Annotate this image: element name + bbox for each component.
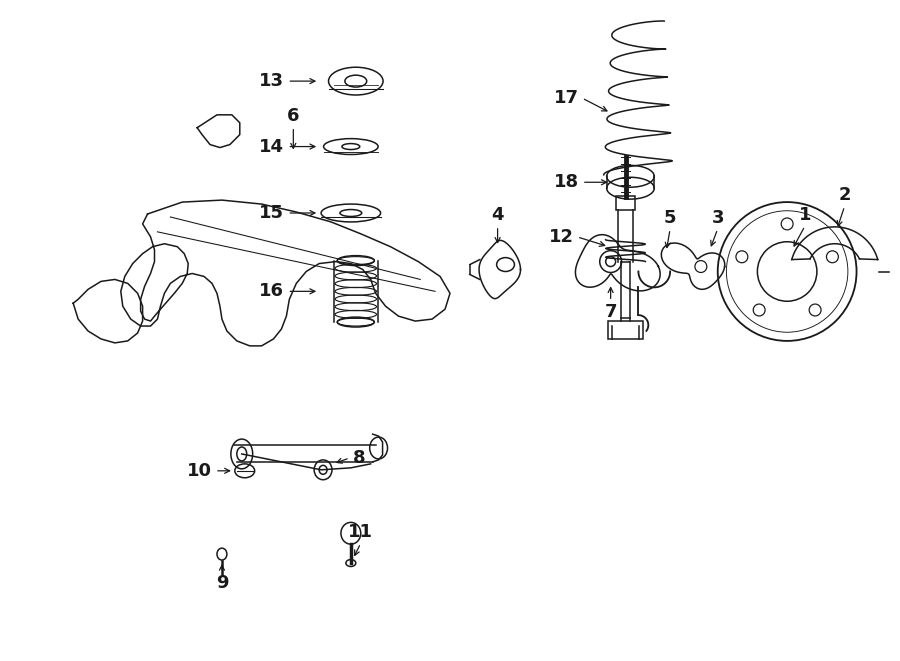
Text: 16: 16	[259, 282, 284, 300]
Text: 15: 15	[259, 204, 284, 222]
Text: 5: 5	[664, 209, 677, 227]
Text: 18: 18	[554, 173, 579, 191]
Text: 11: 11	[348, 524, 374, 541]
Text: 1: 1	[798, 206, 811, 224]
Text: 14: 14	[259, 137, 284, 155]
Text: 10: 10	[187, 462, 212, 480]
Text: 12: 12	[549, 228, 574, 246]
Text: 7: 7	[605, 303, 617, 321]
Text: 8: 8	[353, 449, 365, 467]
Text: 2: 2	[839, 186, 850, 204]
Text: 6: 6	[287, 106, 300, 125]
Text: 17: 17	[554, 89, 579, 107]
Text: 9: 9	[216, 574, 229, 592]
Text: 3: 3	[712, 209, 724, 227]
Text: 4: 4	[491, 206, 504, 224]
Text: 13: 13	[259, 72, 284, 90]
